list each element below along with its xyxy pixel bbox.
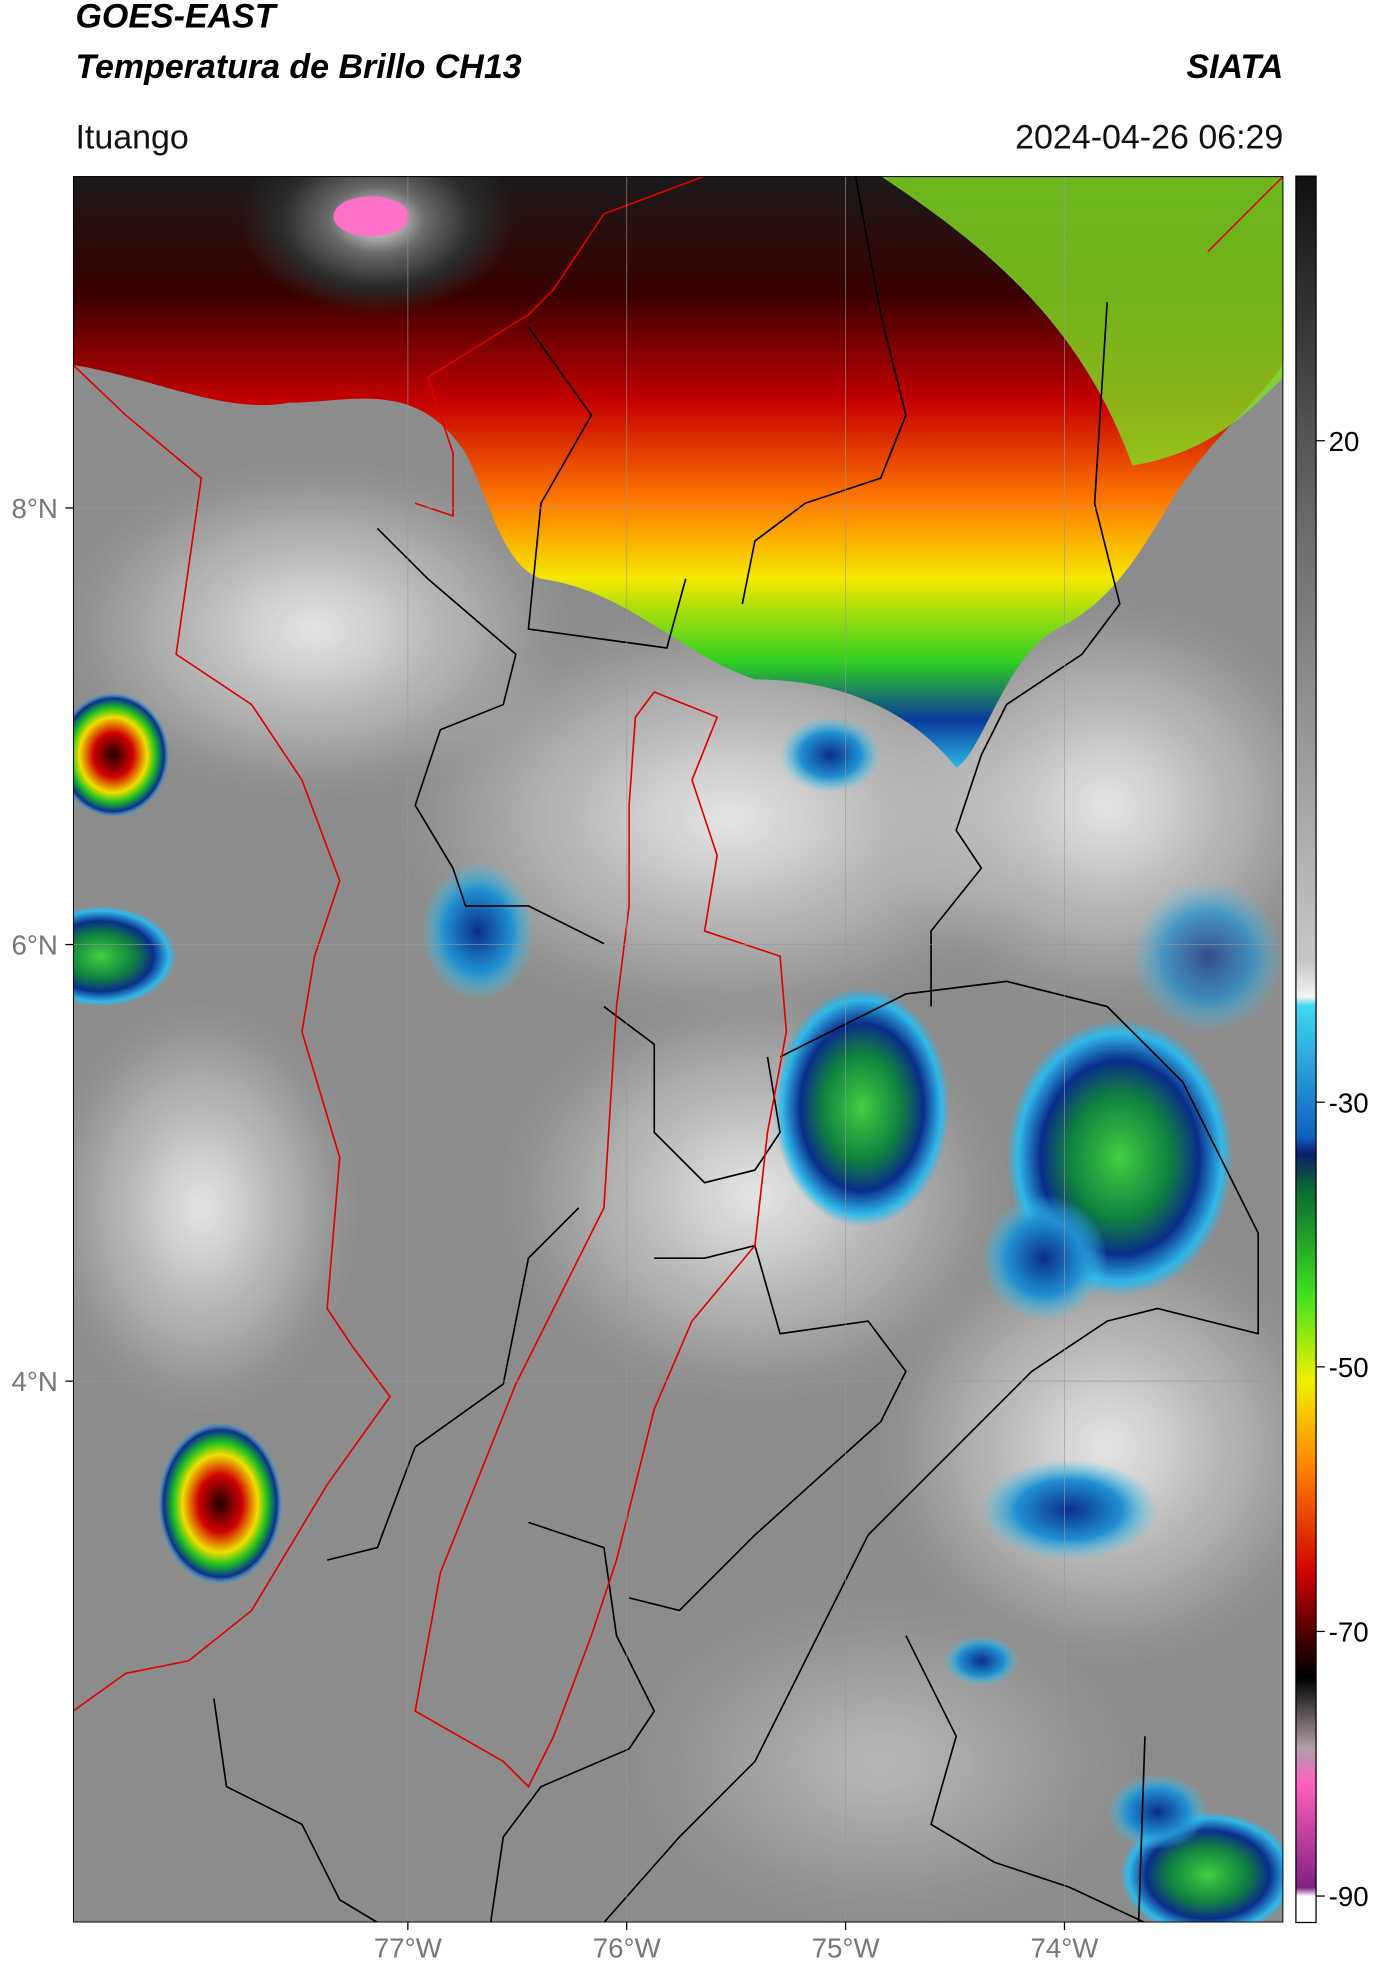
location: Ituango <box>75 118 188 156</box>
cold-cloud-shield <box>72 176 1284 768</box>
coastline-borders <box>72 176 1284 1788</box>
convective-cells <box>72 692 1284 1923</box>
colorbar-label: -70 <box>1329 1617 1369 1648</box>
colorbar-label: -50 <box>1329 1352 1369 1383</box>
subtitle: Temperatura de Brillo CH13 <box>75 48 521 86</box>
colorbar-label: 20 <box>1329 426 1360 457</box>
map-axes: 77°W 76°W 75°W 74°W 8°N 6°N 4°N <box>11 493 1099 1964</box>
datetime: 2024-04-26 06:29 <box>1015 118 1283 156</box>
colorbar-label: -90 <box>1329 1881 1369 1912</box>
lat-label: 4°N <box>11 1366 57 1397</box>
department-borders <box>213 176 1259 1923</box>
gray-cloud <box>239 176 516 315</box>
lon-label: 76°W <box>593 1933 662 1964</box>
warm-edge <box>880 176 1284 466</box>
colorbar <box>1295 175 1317 1924</box>
pink-core <box>333 196 409 237</box>
colorbar-ticks: 20 -30 -50 -70 -90 <box>1316 426 1369 1912</box>
colorbar-label: -30 <box>1329 1087 1369 1118</box>
lon-label: 75°W <box>812 1933 881 1964</box>
lon-label: 74°W <box>1031 1933 1100 1964</box>
lon-label: 77°W <box>374 1933 443 1964</box>
lat-label: 6°N <box>11 930 57 961</box>
lat-label: 8°N <box>11 493 57 524</box>
source: SIATA <box>1186 48 1283 86</box>
title: GOES-EAST <box>75 0 278 36</box>
satellite-map <box>72 176 1284 1923</box>
graticule <box>72 176 1284 1923</box>
